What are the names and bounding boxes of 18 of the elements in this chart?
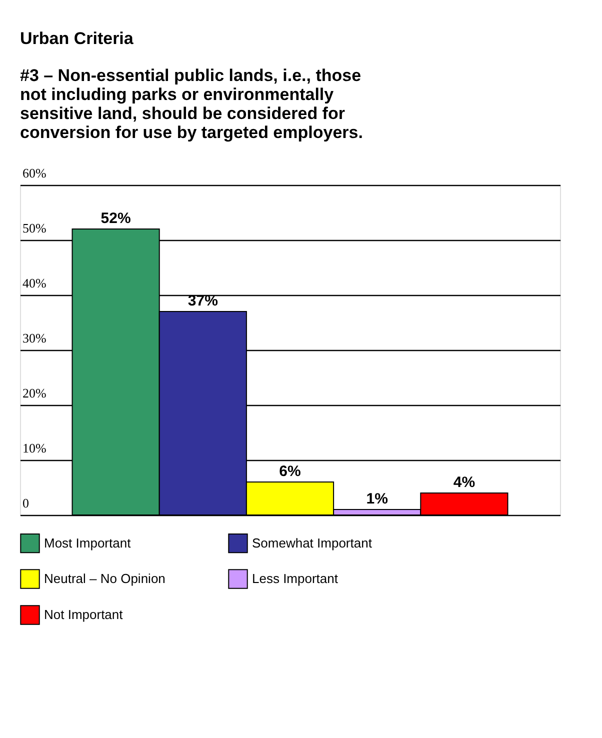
data-label: 4% [453, 474, 476, 491]
y-tick-label: 0 [22, 496, 29, 510]
legend-label: Less Important [252, 571, 338, 586]
y-tick-label: 60% [22, 166, 46, 180]
chart-subtitle: #3 – Non-essential public lands, i.e., those not including parks or environmentally sensitive land, should be considered for conversion for use by targeted employers. [20, 66, 363, 142]
y-tick-label: 30% [22, 330, 46, 346]
data-label: 52% [100, 210, 131, 227]
legend-label: Not Important [44, 607, 124, 622]
legend-label: Neutral – No Opinion [44, 571, 166, 586]
data-label: 6% [279, 463, 301, 480]
chart-title: Urban Criteria [20, 29, 134, 48]
y-tick-label: 40% [22, 276, 46, 290]
y-tick-label: 50% [22, 220, 46, 236]
y-tick-label: 20% [22, 386, 46, 400]
data-label: 1% [366, 490, 388, 508]
y-tick-label: 10% [22, 440, 46, 456]
legend-label: Most Important [44, 535, 132, 550]
legend-label: Somewhat Important [252, 535, 372, 550]
